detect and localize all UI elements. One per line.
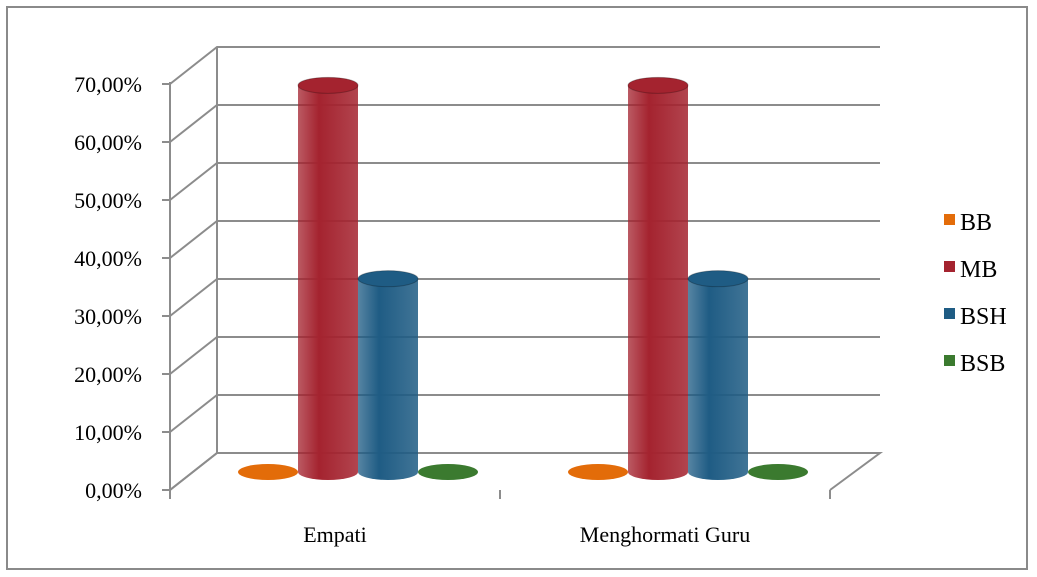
legend-item-mb: MB (944, 257, 997, 283)
legend-label: BSH (960, 304, 1007, 330)
axes (162, 47, 831, 499)
legend-item-bsh: BSH (944, 304, 1007, 330)
bar-zero-disc (748, 464, 808, 480)
y-tick-label: 60,00% (74, 130, 142, 155)
legend-swatch (944, 214, 955, 225)
gridline (169, 278, 880, 317)
gridline (169, 220, 880, 259)
legend-swatch (944, 308, 955, 319)
bar-body (628, 85, 688, 481)
y-tick-label: 0,00% (85, 478, 142, 503)
bars (238, 76, 808, 481)
chart-frame (6, 6, 1028, 570)
y-tick-label: 70,00% (74, 72, 142, 97)
bar-body (358, 278, 418, 480)
gridline (169, 104, 880, 143)
gridline (169, 162, 880, 201)
bar-top (687, 270, 749, 288)
y-tick-label: 30,00% (74, 304, 142, 329)
bar-top (627, 76, 689, 94)
bar-zero-disc (238, 464, 298, 480)
legend-item-bb: BB (944, 210, 992, 236)
x-category-label: Menghormati Guru (580, 522, 750, 547)
legend-swatch (944, 261, 955, 272)
bar-bsb (748, 464, 808, 480)
gridline (169, 336, 880, 375)
legend-label: BB (960, 210, 992, 236)
legend-label: BSB (960, 351, 1005, 377)
legend-swatch (944, 355, 955, 366)
bar-bsb (418, 464, 478, 480)
bar-bb (568, 464, 628, 480)
y-tick-label: 40,00% (74, 246, 142, 271)
bar-zero-disc (568, 464, 628, 480)
x-category-label: Empati (303, 522, 367, 547)
y-tick-labels: 0,00% 10,00% 20,00% 30,00% 40,00% 50,00% 60,00… (74, 72, 142, 503)
bar-top (357, 270, 419, 288)
bar-top (297, 76, 359, 94)
bar-mb (297, 76, 359, 481)
bar-bsh (357, 270, 419, 480)
gridline (169, 46, 880, 85)
y-tick-label: 20,00% (74, 362, 142, 387)
gridline (169, 394, 880, 433)
legend-label: MB (960, 257, 997, 283)
bar-mb (627, 76, 689, 481)
legend: BB MB BSH BSB (944, 210, 1007, 377)
x-category-labels: Empati Menghormati Guru (303, 522, 750, 547)
bar-zero-disc (418, 464, 478, 480)
bar-bsh (687, 270, 749, 480)
bar-bb (238, 464, 298, 480)
gridlines (169, 46, 880, 491)
y-tick-label: 10,00% (74, 420, 142, 445)
bar-body (688, 278, 748, 480)
y-tick-label: 50,00% (74, 188, 142, 213)
bar-body (298, 85, 358, 481)
legend-item-bsb: BSB (944, 351, 1005, 377)
